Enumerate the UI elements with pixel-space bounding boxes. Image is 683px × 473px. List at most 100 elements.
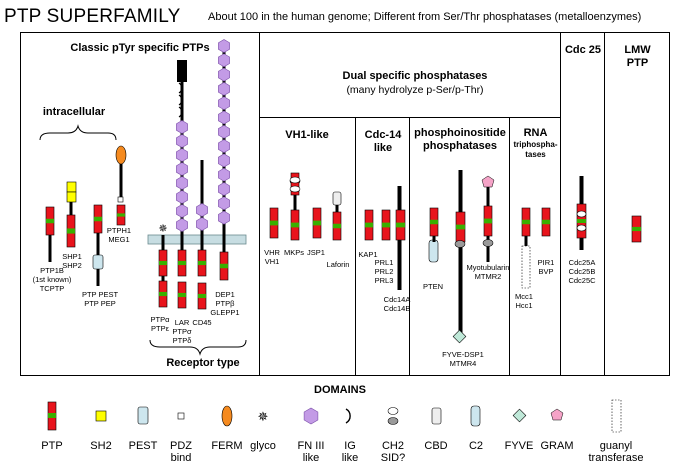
legend-gram-icon <box>550 408 564 421</box>
label-ptp1b-3: TCPTP <box>39 284 65 293</box>
cdc14-header-line2: like <box>373 142 393 154</box>
label-vhr-1: VHR <box>264 248 280 257</box>
cdc25-header: Cdc 25 <box>564 44 602 56</box>
ptp-active-site <box>198 293 206 299</box>
dep1-fn3-domain <box>218 53 230 68</box>
ptpa-tm <box>161 235 165 250</box>
fn3-domain <box>196 217 208 231</box>
label-pir-1: PIR1 <box>537 258 555 267</box>
label-mkps: MKPs <box>283 248 304 257</box>
ptp-active-site <box>117 213 125 217</box>
lar-fn3-domain <box>176 148 188 162</box>
ch2-domain-1 <box>289 176 301 184</box>
legend-sh2-icon <box>95 410 107 422</box>
label-ptp1b-1: PTP1B <box>40 266 64 275</box>
mkp-linker <box>293 195 297 210</box>
ptp-active-site <box>178 260 186 266</box>
label-cdc14-2: Cdc14B <box>383 304 411 313</box>
lmw-header-line2: PTP <box>626 57 649 69</box>
dep1-fn3-domain <box>218 82 230 96</box>
label-cdc25-3: Cdc25C <box>568 276 596 285</box>
legend-label-ig-like-1: IG <box>344 440 356 452</box>
laforin-linker <box>335 205 339 212</box>
legend-label-guanyl-transferase-2: transferase <box>588 452 644 464</box>
legend-label-sh2: SH2 <box>90 440 112 452</box>
ptp-active-site <box>291 222 299 228</box>
lar-fn3-domain <box>176 134 188 148</box>
ptp-active-site <box>178 292 186 298</box>
page-subtitle: About 100 in the human genome; Different… <box>208 11 642 23</box>
ptp-active-site <box>159 260 167 266</box>
dep1-fn3-domain <box>218 210 230 225</box>
label-myotub-2: MTMR2 <box>474 272 502 281</box>
legend-label-fn3-like-2: like <box>302 452 320 464</box>
ptp1b-tail <box>48 235 52 262</box>
label-vhr-2: VH1 <box>264 257 280 266</box>
lar-fn3-domain <box>176 204 188 218</box>
dep1-fn3-domain <box>218 196 230 211</box>
dep1-fn3-domain <box>218 124 230 139</box>
legend-sid-icon <box>387 417 399 425</box>
dep1-fn3-domain <box>218 39 230 53</box>
gram-sid-domain <box>454 240 466 248</box>
label-ptp-pest-2: PTP PEP <box>84 299 116 308</box>
label-dep1-3: GLEPP1 <box>210 308 240 317</box>
ptp-pest-tail-2 <box>96 269 100 286</box>
label-cdc25-1: Cdc25A <box>568 258 596 267</box>
glyco-icon: ✵ <box>158 222 167 235</box>
ptp-active-site <box>522 219 530 225</box>
ptpa-linker <box>161 276 165 281</box>
label-mcc-2: Hcc1 <box>515 301 533 310</box>
ptp-active-site <box>46 218 54 224</box>
myotub-sid-domain <box>482 239 494 247</box>
lar-fn3-domain <box>176 218 188 232</box>
rna-header-line2: triphospha- <box>513 140 558 149</box>
label-fyve-2: MTMR4 <box>449 359 477 368</box>
cdc25-active-site <box>577 219 586 223</box>
receptor-header: Receptor type <box>166 357 240 369</box>
rna-header-line1: RNA <box>523 127 548 139</box>
phosphoinositide-header-line2: phosphatases <box>423 140 497 152</box>
label-shp-2: SHP2 <box>62 261 82 270</box>
lar-fn3-domain <box>176 162 188 176</box>
ptph1-linker <box>119 164 123 200</box>
rna-header-line3: tases <box>525 150 546 159</box>
ptp-active-site <box>365 222 373 228</box>
legend-label-c2: C2 <box>468 440 484 452</box>
label-shp-1: SHP1 <box>62 252 82 261</box>
mcc1-linker <box>524 236 528 246</box>
legend-cbd-icon <box>431 407 442 425</box>
label-ptph1-1: PTPH1 <box>106 226 132 235</box>
fyve-dsp-stalk <box>458 170 463 334</box>
label-dep1-2: PTPβ <box>215 299 235 308</box>
ptp-active-site <box>542 219 550 225</box>
ptp-active-site <box>198 260 206 266</box>
label-cd45: CD45 <box>192 318 212 327</box>
ig-domain <box>178 94 183 106</box>
lmw-section <box>604 32 670 376</box>
legend-fn3-icon <box>303 407 319 425</box>
legend-label-pdz-bind-2: bind <box>170 452 192 464</box>
ptp-active-site <box>396 222 405 228</box>
legend-label-ch2-sid-1: CH2 <box>381 440 404 452</box>
label-laforin: Laforin <box>326 260 350 269</box>
legend-label-guanyl-transferase-1: guanyl <box>599 440 633 452</box>
legend-ferm-icon <box>221 405 233 427</box>
label-fyve-1: FYVE-DSP1 <box>442 350 484 359</box>
ig-domain <box>178 82 183 94</box>
cdc25-rhodanese-2 <box>576 224 587 232</box>
phosphoinositide-header-line1: phosphoinositide <box>414 127 506 139</box>
label-myotub-1: Myotubularin <box>466 263 510 272</box>
dep1-fn3-domain <box>218 139 230 153</box>
legend-label-fn3-like-1: FN III <box>297 440 325 452</box>
membrane <box>147 234 247 245</box>
lmw-header-line1: LMW <box>624 44 651 56</box>
legend-label-cbd: CBD <box>424 440 448 452</box>
dual-header: Dual specific phosphatases <box>342 70 488 82</box>
ptp-active-site <box>632 226 641 232</box>
label-lar-3: PTPδ <box>172 336 192 345</box>
lar-fn3-domain <box>176 176 188 190</box>
classic-header: Classic pTyr specific PTPs <box>70 42 210 54</box>
label-dep1-1: DEP1 <box>215 290 235 299</box>
